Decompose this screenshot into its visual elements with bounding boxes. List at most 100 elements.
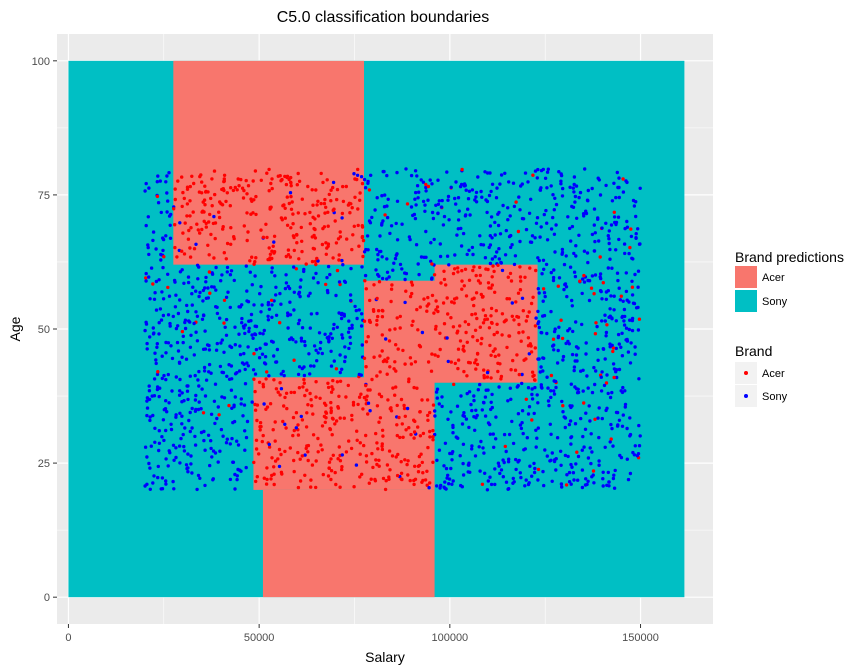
- point-acer: [431, 435, 435, 439]
- point-acer: [451, 271, 456, 276]
- point-sony: [198, 476, 202, 480]
- point-sony: [542, 483, 546, 488]
- point-sony: [274, 313, 279, 317]
- point-sony: [259, 310, 263, 314]
- point-acer: [283, 449, 287, 454]
- point-sony: [598, 193, 603, 197]
- point-sony: [160, 476, 165, 480]
- point-acer: [449, 360, 453, 364]
- point-acer: [396, 347, 400, 351]
- point-sony: [240, 303, 244, 307]
- point-sony: [585, 482, 589, 487]
- point-acer: [335, 197, 339, 202]
- point-sony: [196, 473, 201, 478]
- point-sony: [198, 290, 202, 295]
- point-acer: [347, 439, 351, 443]
- point-sony: [527, 211, 532, 215]
- point-acer: [522, 358, 526, 362]
- point-acer: [279, 470, 284, 474]
- point-acer: [390, 454, 395, 458]
- point-sony: [586, 260, 590, 265]
- point-sony: [467, 425, 471, 430]
- point-sony: [499, 468, 504, 472]
- point-acer: [384, 479, 388, 483]
- point-sony: [597, 406, 601, 410]
- point-sony: [244, 264, 248, 268]
- point-acer: [374, 458, 378, 462]
- point-sony: [576, 387, 580, 391]
- point-acer: [533, 324, 538, 328]
- point-acer: [302, 381, 306, 385]
- point-sony: [593, 382, 597, 387]
- point-sony: [292, 290, 296, 294]
- point-acer: [265, 466, 269, 470]
- point-acer: [305, 388, 309, 392]
- point-acer: [270, 177, 274, 181]
- point-sony: [359, 175, 364, 179]
- point-acer: [295, 183, 299, 187]
- point-sony: [216, 460, 220, 464]
- point-acer: [413, 477, 418, 481]
- point-acer: [534, 268, 538, 273]
- chart-title: C5.0 classification boundaries: [277, 9, 490, 26]
- point-acer: [364, 454, 369, 458]
- point-sony: [266, 318, 271, 322]
- point-sony: [164, 428, 168, 433]
- point-acer: [481, 321, 486, 325]
- point-acer: [395, 403, 399, 408]
- point-acer: [156, 370, 160, 374]
- point-acer: [235, 188, 239, 192]
- point-sony: [210, 285, 214, 289]
- point-sony: [470, 188, 475, 192]
- point-acer: [207, 270, 212, 274]
- point-acer: [420, 480, 424, 484]
- point-acer: [272, 234, 277, 238]
- point-sony: [624, 271, 628, 275]
- point-acer: [361, 407, 365, 411]
- point-sony: [206, 433, 211, 437]
- point-sony: [530, 397, 535, 401]
- point-sony: [215, 341, 219, 346]
- x-tick-label: 50000: [244, 632, 275, 644]
- point-acer: [274, 387, 279, 391]
- point-acer: [430, 262, 434, 266]
- point-acer: [191, 210, 195, 214]
- point-sony: [164, 399, 168, 403]
- point-sony: [360, 312, 364, 316]
- point-sony: [206, 296, 210, 300]
- point-acer: [310, 259, 315, 264]
- point-sony: [335, 325, 339, 329]
- point-sony: [230, 436, 234, 441]
- point-acer: [189, 226, 193, 230]
- point-sony: [555, 361, 560, 365]
- point-sony: [188, 345, 193, 349]
- point-acer: [323, 211, 327, 215]
- point-sony: [536, 256, 540, 260]
- point-sony: [461, 231, 466, 236]
- point-sony: [590, 274, 595, 278]
- point-acer: [549, 373, 554, 378]
- point-sony: [570, 298, 574, 303]
- point-acer: [253, 389, 257, 394]
- point-sony: [590, 475, 594, 479]
- point-acer: [236, 177, 240, 181]
- point-sony: [586, 479, 590, 483]
- point-sony: [414, 203, 418, 207]
- point-sony: [389, 224, 394, 228]
- point-sony: [221, 434, 225, 438]
- point-sony: [296, 321, 301, 326]
- point-sony: [473, 198, 477, 202]
- point-sony: [302, 269, 306, 274]
- point-sony: [572, 182, 576, 187]
- point-sony: [166, 313, 171, 317]
- point-sony: [592, 223, 596, 227]
- point-acer: [474, 367, 478, 371]
- point-sony: [572, 478, 576, 482]
- point-sony: [327, 339, 331, 343]
- point-sony: [536, 426, 540, 430]
- point-acer: [186, 237, 191, 241]
- point-sony: [386, 197, 390, 201]
- point-sony: [574, 320, 578, 324]
- point-sony: [485, 370, 490, 375]
- data-points: [143, 167, 642, 492]
